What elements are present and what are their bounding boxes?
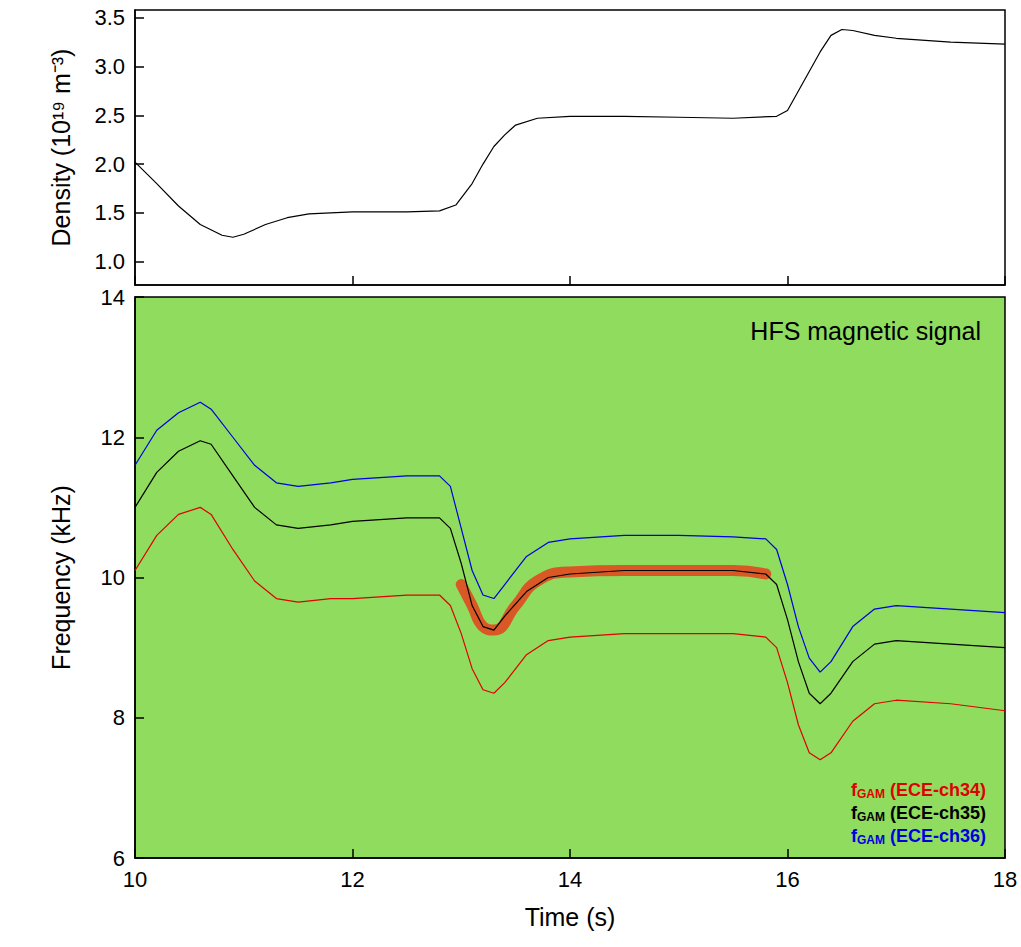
svg-text:10: 10 bbox=[123, 867, 147, 892]
svg-text:GAM: GAM bbox=[857, 833, 885, 847]
svg-text:f: f bbox=[851, 780, 857, 800]
svg-text:(ECE-ch36): (ECE-ch36) bbox=[885, 826, 986, 846]
svg-text:10: 10 bbox=[101, 565, 125, 590]
svg-text:GAM: GAM bbox=[857, 810, 885, 824]
svg-text:Density (10¹⁹ m⁻³): Density (10¹⁹ m⁻³) bbox=[47, 49, 75, 247]
svg-text:18: 18 bbox=[993, 867, 1017, 892]
svg-text:12: 12 bbox=[340, 867, 364, 892]
svg-text:(ECE-ch35): (ECE-ch35) bbox=[885, 803, 986, 823]
svg-text:8: 8 bbox=[113, 705, 125, 730]
svg-text:3.5: 3.5 bbox=[94, 5, 125, 30]
svg-text:14: 14 bbox=[558, 867, 582, 892]
svg-text:3.0: 3.0 bbox=[94, 54, 125, 79]
svg-text:6: 6 bbox=[112, 845, 125, 871]
svg-text:f: f bbox=[851, 826, 857, 846]
svg-text:14: 14 bbox=[101, 285, 125, 310]
svg-text:16: 16 bbox=[775, 867, 799, 892]
svg-text:f: f bbox=[851, 803, 857, 823]
svg-text:GAM: GAM bbox=[857, 787, 885, 801]
svg-text:12: 12 bbox=[101, 425, 125, 450]
svg-text:1.5: 1.5 bbox=[94, 200, 125, 225]
svg-text:(ECE-ch34): (ECE-ch34) bbox=[885, 780, 986, 800]
svg-text:Frequency (kHz): Frequency (kHz) bbox=[47, 485, 75, 670]
svg-text:Time (s): Time (s) bbox=[525, 903, 616, 931]
svg-text:HFS magnetic signal: HFS magnetic signal bbox=[750, 317, 981, 345]
svg-text:2.0: 2.0 bbox=[94, 152, 125, 177]
svg-text:2.5: 2.5 bbox=[94, 103, 125, 128]
svg-text:1.0: 1.0 bbox=[94, 249, 125, 274]
